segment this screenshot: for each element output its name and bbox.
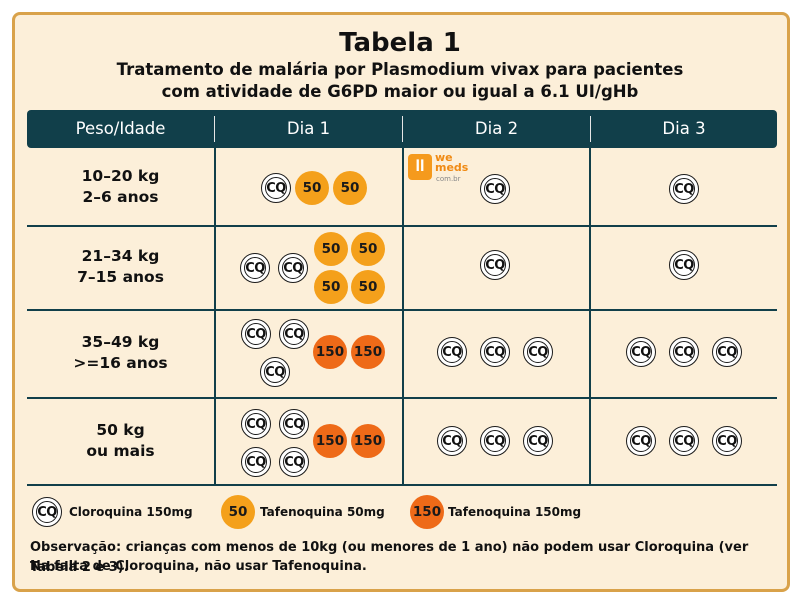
header-divider [214, 116, 215, 142]
grid-hline [27, 309, 777, 311]
header-dia-2: Dia 2 [474, 119, 519, 138]
observation-line1: Observação: crianças com menos de 10kg (… [30, 540, 749, 575]
table-header: Peso/Idade Dia 1 Dia 2 Dia 3 [27, 110, 777, 148]
cloroquina-pill: CQ [261, 173, 291, 203]
cloroquina-pill: CQ [669, 337, 699, 367]
table-frame [12, 12, 790, 592]
logo-text: we meds [435, 151, 469, 174]
row-label-2: 21–34 kg 7–15 anos [27, 246, 214, 288]
cloroquina-pill: CQ [523, 426, 553, 456]
cloroquina-pill: CQ [480, 426, 510, 456]
row-weight: 21–34 kg [81, 247, 160, 265]
cloroquina-pill: CQ [669, 426, 699, 456]
row-age: 2–6 anos [82, 188, 159, 206]
cloroquina-pill: CQ [480, 174, 510, 204]
grid-hline [27, 484, 777, 486]
table-subtitle-line1: Tratamento de malária por Plasmodium viv… [116, 60, 684, 79]
cloroquina-pill: CQ [480, 250, 510, 280]
legend-tafenoquina-50-pill: 50 [221, 495, 255, 529]
cloroquina-pill: CQ [669, 250, 699, 280]
cloroquina-pill: CQ [279, 409, 309, 439]
grid-vline [402, 148, 404, 485]
cloroquina-pill: CQ [712, 426, 742, 456]
row-weight: 50 kg [96, 421, 145, 439]
grid-vline [214, 148, 216, 485]
table-title: Tabela 1 [339, 28, 461, 58]
legend-cloroquina-label: Cloroquina 150mg [69, 505, 193, 519]
row-age: >=16 anos [73, 354, 168, 372]
row-weight: 35–49 kg [81, 333, 160, 351]
tafenoquina-50-pill: 50 [351, 270, 385, 304]
legend-cloroquina-pill: CQ [32, 497, 62, 527]
cloroquina-pill: CQ [437, 426, 467, 456]
header-divider [402, 116, 403, 142]
cloroquina-pill: CQ [241, 409, 271, 439]
cloroquina-pill: CQ [278, 253, 308, 283]
tafenoquina-50-pill: 50 [295, 171, 329, 205]
logo-domain: com.br [436, 175, 461, 183]
tafenoquina-50-pill: 50 [351, 232, 385, 266]
tafenoquina-50-pill: 50 [333, 171, 367, 205]
row-age: ou mais [86, 442, 155, 460]
cloroquina-pill: CQ [480, 337, 510, 367]
legend-tafenoquina-50-label: Tafenoquina 50mg [260, 505, 385, 519]
header-dia-3: Dia 3 [662, 119, 706, 138]
row-weight: 10–20 kg [81, 167, 160, 185]
table-subtitle-line2: com atividade de G6PD maior ou igual a 6… [161, 82, 639, 101]
row-label-3: 35–49 kg >=16 anos [27, 332, 214, 374]
tafenoquina-50-pill: 50 [314, 232, 348, 266]
cloroquina-pill: CQ [437, 337, 467, 367]
row-age: 7–15 anos [77, 268, 164, 286]
cloroquina-pill: CQ [241, 447, 271, 477]
legend-tafenoquina-150-pill: 150 [410, 495, 444, 529]
cloroquina-pill: CQ [260, 357, 290, 387]
tafenoquina-150-pill: 150 [351, 424, 385, 458]
tafenoquina-50-pill: 50 [314, 270, 348, 304]
row-label-1: 10–20 kg 2–6 anos [27, 166, 214, 208]
grid-hline [27, 397, 777, 399]
header-dia-1: Dia 1 [286, 119, 331, 138]
tafenoquina-150-pill: 150 [313, 424, 347, 458]
wemeds-logo-mark-icon: ꟾꟾ [408, 154, 432, 180]
tafenoquina-150-pill: 150 [351, 335, 385, 369]
cloroquina-pill: CQ [279, 319, 309, 349]
header-peso-idade: Peso/Idade [75, 119, 166, 138]
wemeds-logo: ꟾꟾ we meds com.br [408, 151, 469, 184]
row-label-4: 50 kg ou mais [27, 420, 214, 462]
cloroquina-pill: CQ [279, 447, 309, 477]
cloroquina-pill: CQ [626, 337, 656, 367]
legend-tafenoquina-150-label: Tafenoquina 150mg [448, 505, 582, 519]
cloroquina-pill: CQ [712, 337, 742, 367]
tafenoquina-150-pill: 150 [313, 335, 347, 369]
header-divider [590, 116, 591, 142]
cloroquina-pill: CQ [669, 174, 699, 204]
grid-hline [27, 225, 777, 227]
cloroquina-pill: CQ [240, 253, 270, 283]
cloroquina-pill: CQ [626, 426, 656, 456]
observation-line2: Na falta de Cloroquina, não usar Tafenoq… [30, 559, 367, 574]
grid-vline [589, 148, 591, 485]
cloroquina-pill: CQ [241, 319, 271, 349]
cloroquina-pill: CQ [523, 337, 553, 367]
